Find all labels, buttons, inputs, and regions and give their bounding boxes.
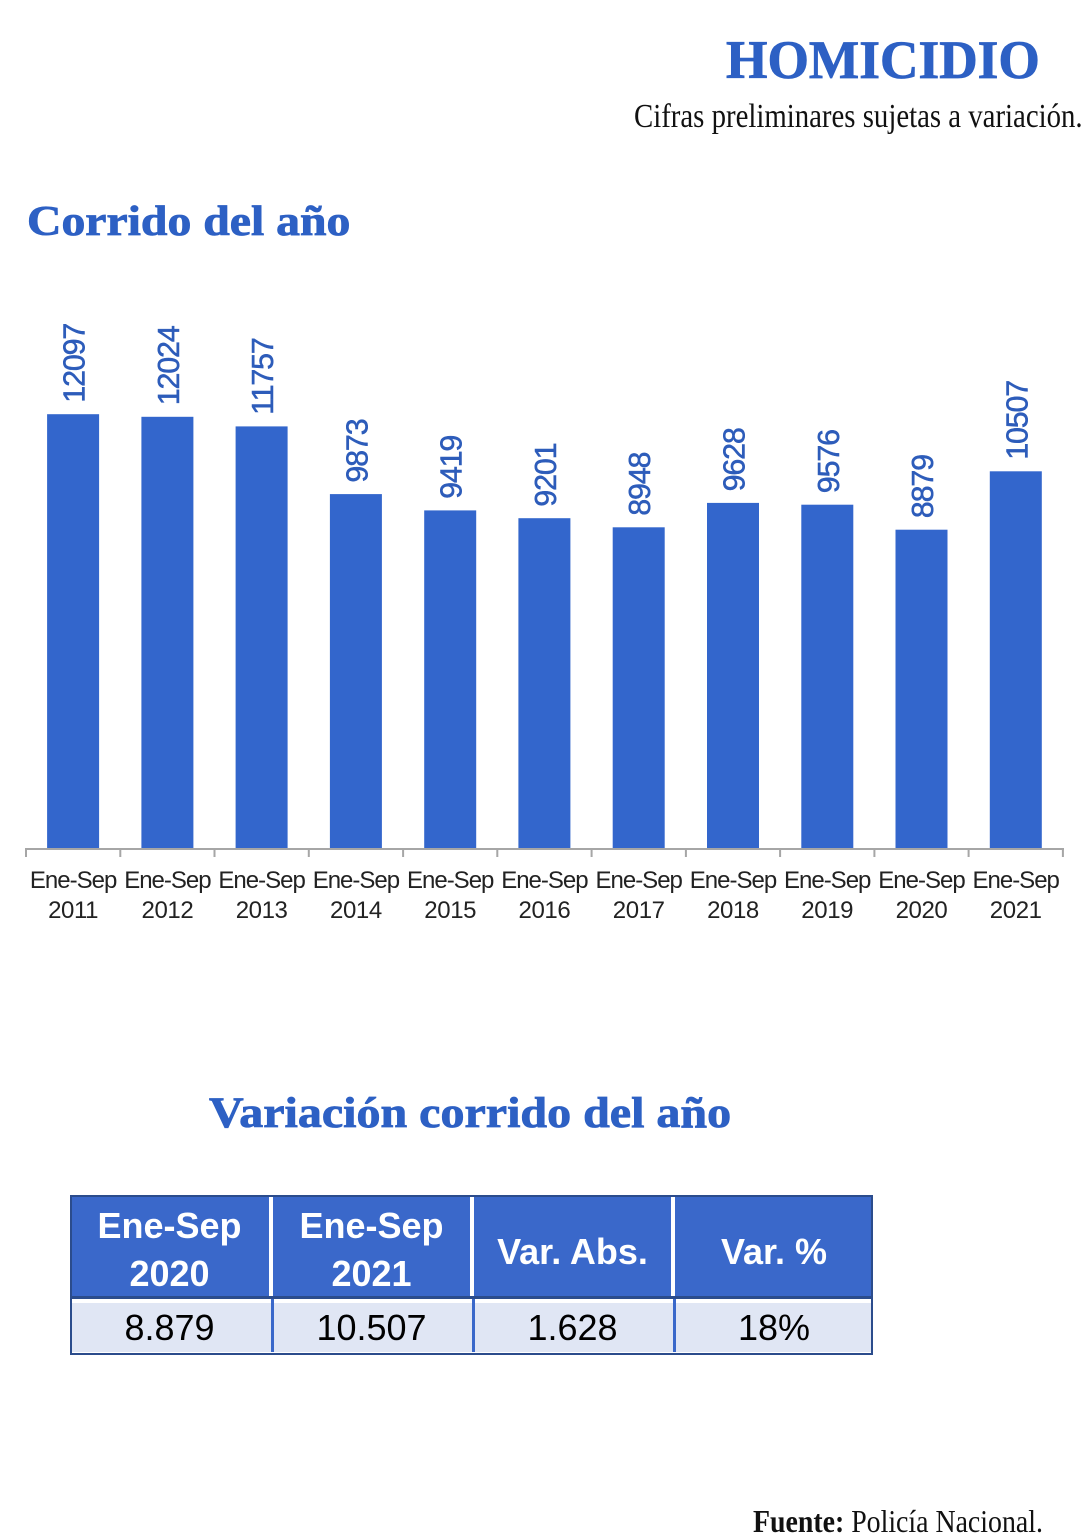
- svg-text:2015: 2015: [424, 897, 476, 924]
- svg-text:Ene-Sep: Ene-Sep: [878, 867, 965, 894]
- svg-text:Ene-Sep: Ene-Sep: [972, 867, 1059, 894]
- svg-text:Ene-Sep: Ene-Sep: [218, 867, 305, 894]
- svg-text:2013: 2013: [236, 897, 288, 924]
- svg-text:12097: 12097: [58, 324, 92, 403]
- svg-text:9201: 9201: [529, 443, 563, 506]
- svg-text:Ene-Sep: Ene-Sep: [30, 867, 117, 894]
- svg-text:10507: 10507: [1000, 381, 1034, 460]
- svg-text:9628: 9628: [718, 428, 752, 491]
- svg-text:2018: 2018: [707, 897, 759, 924]
- svg-text:9576: 9576: [812, 430, 846, 493]
- svg-text:2017: 2017: [613, 897, 665, 924]
- svg-text:2012: 2012: [142, 897, 194, 924]
- svg-text:2020: 2020: [896, 897, 948, 924]
- svg-text:Ene-Sep: Ene-Sep: [124, 867, 211, 894]
- svg-text:2021: 2021: [990, 897, 1042, 924]
- svg-text:12024: 12024: [152, 325, 186, 405]
- svg-text:9873: 9873: [340, 419, 374, 482]
- svg-text:Ene-Sep: Ene-Sep: [784, 867, 871, 894]
- svg-text:Ene-Sep: Ene-Sep: [501, 867, 588, 894]
- svg-text:8948: 8948: [623, 453, 657, 516]
- svg-text:2011: 2011: [48, 897, 98, 924]
- svg-text:11757: 11757: [246, 338, 280, 415]
- svg-text:Ene-Sep: Ene-Sep: [690, 867, 777, 894]
- svg-text:Ene-Sep: Ene-Sep: [313, 867, 400, 894]
- svg-text:Ene-Sep: Ene-Sep: [595, 867, 682, 894]
- svg-text:9419: 9419: [435, 436, 469, 499]
- svg-text:2019: 2019: [801, 897, 853, 924]
- svg-text:2016: 2016: [519, 897, 571, 924]
- svg-text:2014: 2014: [330, 897, 382, 924]
- svg-text:Ene-Sep: Ene-Sep: [407, 867, 494, 894]
- svg-text:8879: 8879: [906, 455, 940, 518]
